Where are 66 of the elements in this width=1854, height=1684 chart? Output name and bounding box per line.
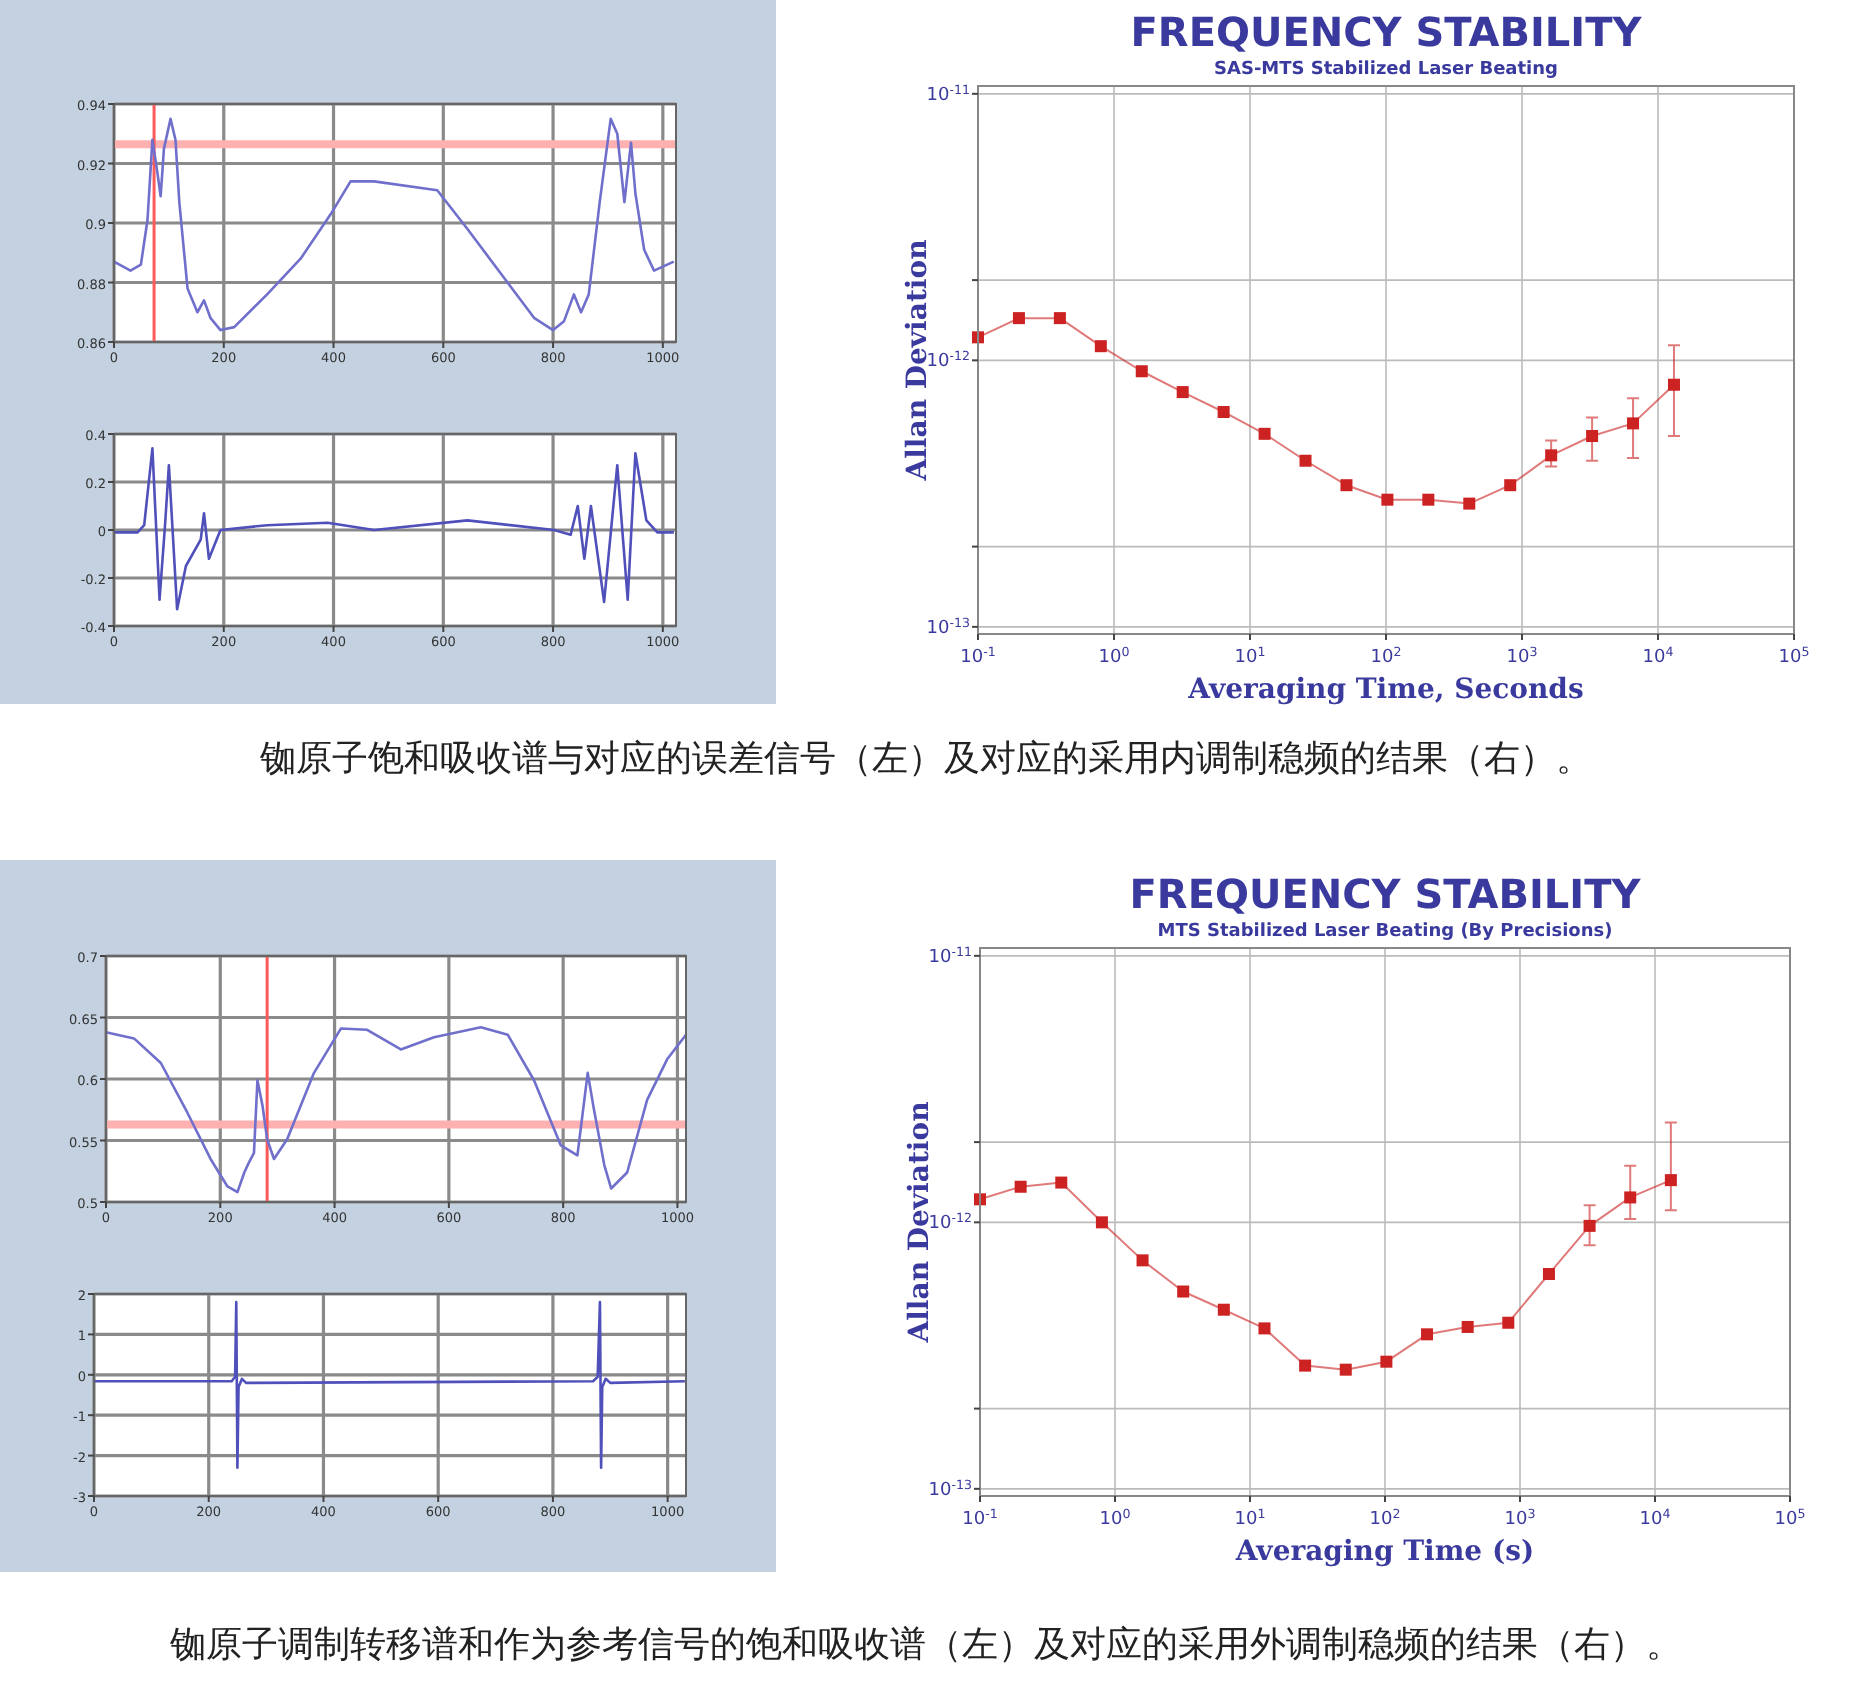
point — [1586, 430, 1599, 443]
x-tick-label: 10$^{5}$ — [1778, 645, 1810, 668]
x-tick-label: 10$^{5}$ — [1774, 1507, 1806, 1530]
line-series — [92, 1300, 687, 1470]
y-tick-label: 10$^{-12}$ — [928, 1211, 972, 1235]
point — [1095, 1216, 1108, 1229]
x-tick-label: 10$^{1}$ — [1234, 645, 1266, 668]
line-series — [112, 117, 676, 332]
point — [1012, 312, 1025, 325]
point — [1583, 1219, 1596, 1232]
point — [1627, 417, 1640, 430]
y-tick-label: 10$^{-13}$ — [928, 1477, 972, 1501]
point — [1339, 1363, 1352, 1376]
chart-subtitle: SAS-MTS Stabilized Laser Beating — [1214, 60, 1558, 80]
x-tick-label: 10$^{-1}$ — [960, 645, 996, 668]
x-tick-label: 10$^{0}$ — [1098, 645, 1130, 668]
chart-title: FREQUENCY STABILITY — [1129, 870, 1642, 918]
point — [1380, 1355, 1393, 1368]
point — [1504, 479, 1517, 492]
x-tick-label: 10$^{0}$ — [1099, 1507, 1131, 1530]
chart-title: FREQUENCY STABILITY — [1130, 8, 1643, 56]
y-tick-label: 10$^{-11}$ — [928, 944, 972, 968]
y-tick-label: 10$^{-12}$ — [926, 349, 970, 373]
point — [1094, 340, 1107, 353]
y-tick-label: 10$^{-13}$ — [926, 615, 970, 639]
line-series — [112, 447, 676, 611]
point — [1664, 1174, 1677, 1187]
point — [1502, 1316, 1515, 1329]
x-tick-label: 10$^{1}$ — [1234, 1507, 1266, 1530]
x-tick-label: 10$^{3}$ — [1506, 645, 1538, 668]
point — [1258, 1322, 1271, 1335]
point — [1667, 378, 1680, 391]
x-tick-label: 10$^{-1}$ — [962, 1507, 998, 1530]
point — [1055, 1176, 1068, 1189]
point — [1217, 1303, 1230, 1316]
point — [1014, 1180, 1027, 1193]
point — [1258, 427, 1271, 440]
chart-subtitle: MTS Stabilized Laser Beating (By Precisions) — [1157, 922, 1613, 942]
point — [1463, 497, 1476, 510]
point — [1136, 1254, 1149, 1267]
x-axis-title: Averaging Time, Seconds — [1186, 674, 1584, 706]
point — [1177, 1285, 1190, 1298]
x-tick-label: 10$^{4}$ — [1639, 1507, 1671, 1530]
point — [1542, 1267, 1555, 1280]
point — [1421, 1328, 1434, 1341]
line-series — [104, 1026, 688, 1194]
point — [1545, 449, 1558, 462]
point — [1217, 405, 1230, 418]
point — [1135, 365, 1148, 378]
point — [1053, 312, 1066, 325]
point — [1461, 1320, 1474, 1333]
point — [1422, 493, 1435, 506]
text: 铷原子调制转移谱和作为参考信号的饱和吸收谱（左）及对应的采用外调制稳频的结果（右）。 — [168, 1624, 1682, 1666]
x-tick-label: 10$^{2}$ — [1370, 645, 1402, 668]
point — [1340, 479, 1353, 492]
point — [1299, 454, 1312, 467]
text: 铷原子饱和吸收谱与对应的误差信号（左）及对应的采用内调制稳频的结果（右）。 — [258, 738, 1592, 780]
y-tick-label: 10$^{-11}$ — [926, 82, 970, 106]
x-tick-label: 10$^{2}$ — [1369, 1507, 1401, 1530]
point — [1176, 386, 1189, 399]
point — [1299, 1359, 1312, 1372]
point — [1381, 493, 1394, 506]
x-tick-label: 10$^{3}$ — [1504, 1507, 1536, 1530]
point — [1624, 1191, 1637, 1204]
x-tick-label: 10$^{4}$ — [1642, 645, 1674, 668]
x-axis-title: Averaging Time (s) — [1233, 1536, 1535, 1568]
